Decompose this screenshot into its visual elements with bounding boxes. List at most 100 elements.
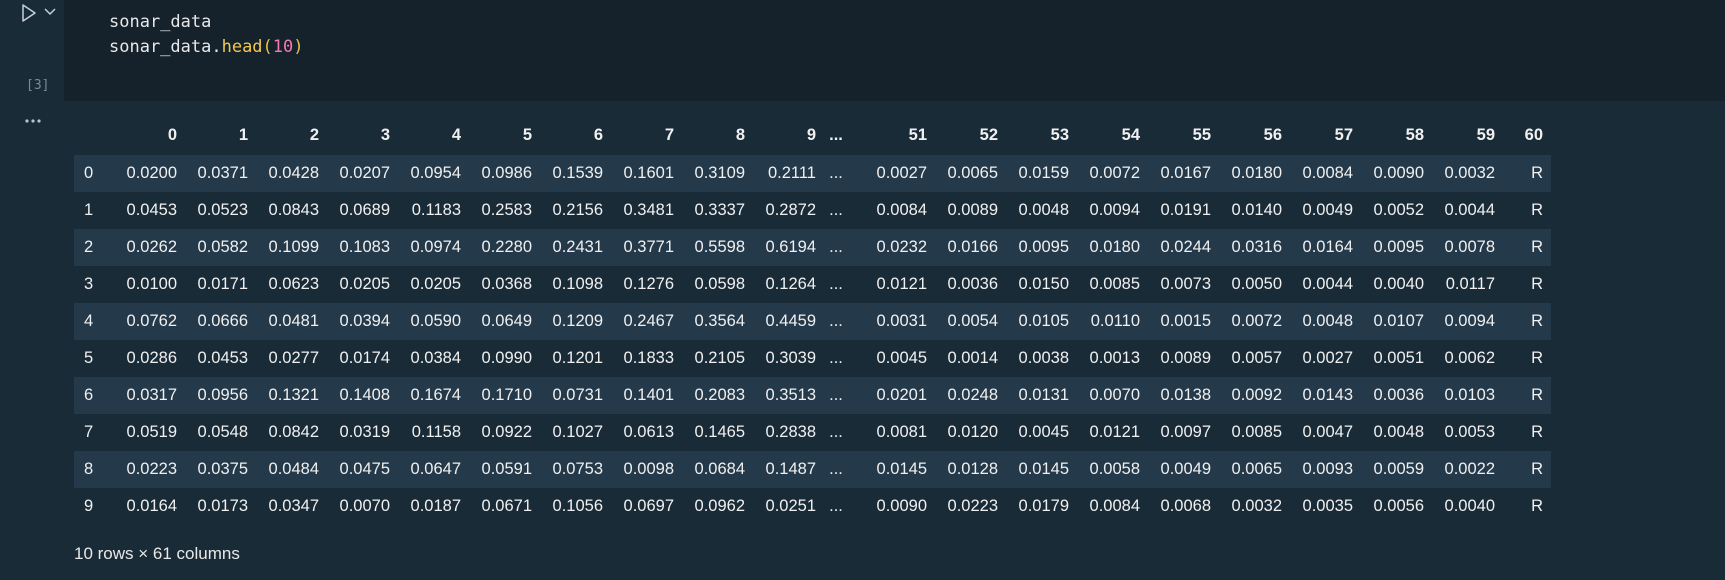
table-cell: 0.1027: [552, 423, 603, 441]
table-cell: 0.0036: [947, 275, 998, 293]
column-header: 3: [319, 115, 390, 155]
table-row: 8 0.0223 0.0375 0.0484 0.0475 0.0647 0.0591 0.0…: [74, 451, 1551, 488]
table-cell: 0.0089: [947, 201, 998, 219]
table-cell: 0.0098: [623, 460, 674, 478]
table-cell: 0.1674: [410, 386, 461, 404]
table-cell: 0.0842: [268, 423, 319, 441]
table-cell: 0.0475: [339, 460, 390, 478]
column-header: 4: [390, 115, 461, 155]
column-header: 52: [927, 115, 998, 155]
table-cell: 0.0375: [197, 460, 248, 478]
table-cell: 0.0121: [1089, 423, 1140, 441]
column-header: 6: [532, 115, 603, 155]
table-cell: 0.3337: [694, 201, 745, 219]
table-cell: 0.0036: [1373, 386, 1424, 404]
table-cell: 0.0223: [126, 460, 177, 478]
table-cell: 0.3513: [765, 386, 816, 404]
table-cell: 0.0100: [126, 275, 177, 293]
table-cell: 0.0251: [765, 497, 816, 515]
table-cell: 0.0753: [552, 460, 603, 478]
table-cell: 0.0032: [1444, 164, 1495, 182]
table-cell: 0.6194: [765, 238, 816, 256]
table-cell: 0.0453: [126, 201, 177, 219]
table-cell: 0.3771: [623, 238, 674, 256]
table-cell: 0.1099: [268, 238, 319, 256]
table-cell: 0.0201: [876, 386, 927, 404]
table-cell: 0.2583: [481, 201, 532, 219]
table-cell: 0.0054: [947, 312, 998, 330]
output-more-button[interactable]: [24, 115, 42, 125]
row-index: 0: [84, 164, 94, 182]
row-index: 7: [84, 423, 94, 441]
table-cell: R: [1531, 386, 1543, 404]
table-cell: 0.0484: [268, 460, 319, 478]
table-cell: 0.0084: [1302, 164, 1353, 182]
code-token-number: 10: [272, 37, 294, 57]
table-cell: R: [1531, 497, 1543, 515]
table-cell: 0.0035: [1302, 497, 1353, 515]
table-cell: 0.0590: [410, 312, 461, 330]
table-cell: 0.0070: [339, 497, 390, 515]
table-cell: 0.1183: [411, 201, 461, 219]
table-cell: ...: [829, 386, 843, 404]
table-cell: ...: [829, 275, 843, 293]
table-cell: 0.0262: [126, 238, 177, 256]
table-cell: 0.0956: [197, 386, 248, 404]
run-options-button[interactable]: [42, 4, 58, 20]
table-cell: 0.0347: [268, 497, 319, 515]
table-cell: 0.1601: [623, 164, 674, 182]
column-header: 59: [1424, 115, 1495, 155]
chevron-down-icon: [44, 8, 56, 16]
table-cell: 0.0145: [876, 460, 927, 478]
table-cell: 0.0084: [1089, 497, 1140, 515]
table-cell: 0.1465: [694, 423, 745, 441]
table-cell: 0.0167: [1160, 164, 1211, 182]
table-cell: 0.0022: [1444, 460, 1495, 478]
table-cell: 0.0523: [197, 201, 248, 219]
table-cell: 0.0548: [197, 423, 248, 441]
table-cell: 0.0647: [410, 460, 461, 478]
table-cell: 0.0117: [1445, 275, 1495, 293]
table-cell: 0.0072: [1231, 312, 1282, 330]
table-cell: 0.0065: [947, 164, 998, 182]
table-cell: 0.0684: [694, 460, 745, 478]
table-cell: 0.0027: [1302, 349, 1353, 367]
table-cell: 0.0428: [268, 164, 319, 182]
code-token: sonar_data.: [109, 37, 222, 57]
table-cell: 0.0623: [268, 275, 319, 293]
table-cell: 0.0666: [197, 312, 248, 330]
table-cell: 0.0050: [1231, 275, 1282, 293]
table-cell: 0.0394: [339, 312, 390, 330]
table-cell: 0.0613: [623, 423, 674, 441]
index-header: [74, 115, 106, 155]
table-cell: 0.0049: [1302, 201, 1353, 219]
table-cell: 0.0014: [947, 349, 998, 367]
output-gutter: [0, 101, 64, 580]
table-cell: 0.0205: [410, 275, 461, 293]
table-cell: 0.0048: [1302, 312, 1353, 330]
table-cell: 0.0056: [1373, 497, 1424, 515]
table-cell: 0.3481: [623, 201, 674, 219]
table-cell: 0.0207: [339, 164, 390, 182]
table-cell: 0.0191: [1160, 201, 1211, 219]
table-cell: 0.0150: [1018, 275, 1069, 293]
table-cell: 0.0048: [1373, 423, 1424, 441]
cell-gutter: [3]: [0, 0, 64, 100]
code-line-2: sonar_data.head(10): [109, 37, 304, 57]
table-cell: 0.0044: [1444, 201, 1495, 219]
code-token-paren: ): [293, 37, 304, 57]
table-cell: 0.0145: [1018, 460, 1069, 478]
table-row: 3 0.0100 0.0171 0.0623 0.0205 0.0205 0.0368 0.1…: [74, 266, 1551, 303]
table-cell: 0.0166: [947, 238, 998, 256]
column-header: 8: [674, 115, 745, 155]
run-cell-button[interactable]: [18, 2, 40, 24]
table-cell: 0.0090: [876, 497, 927, 515]
code-editor[interactable]: sonar_data sonar_data.head(10): [64, 0, 1725, 101]
table-cell: R: [1531, 312, 1543, 330]
table-cell: 0.0974: [410, 238, 461, 256]
table-cell: 0.0171: [197, 275, 248, 293]
code-token: sonar_data: [109, 12, 212, 32]
table-cell: 0.0990: [481, 349, 532, 367]
table-cell: 0.0317: [126, 386, 177, 404]
table-cell: 0.0762: [126, 312, 177, 330]
